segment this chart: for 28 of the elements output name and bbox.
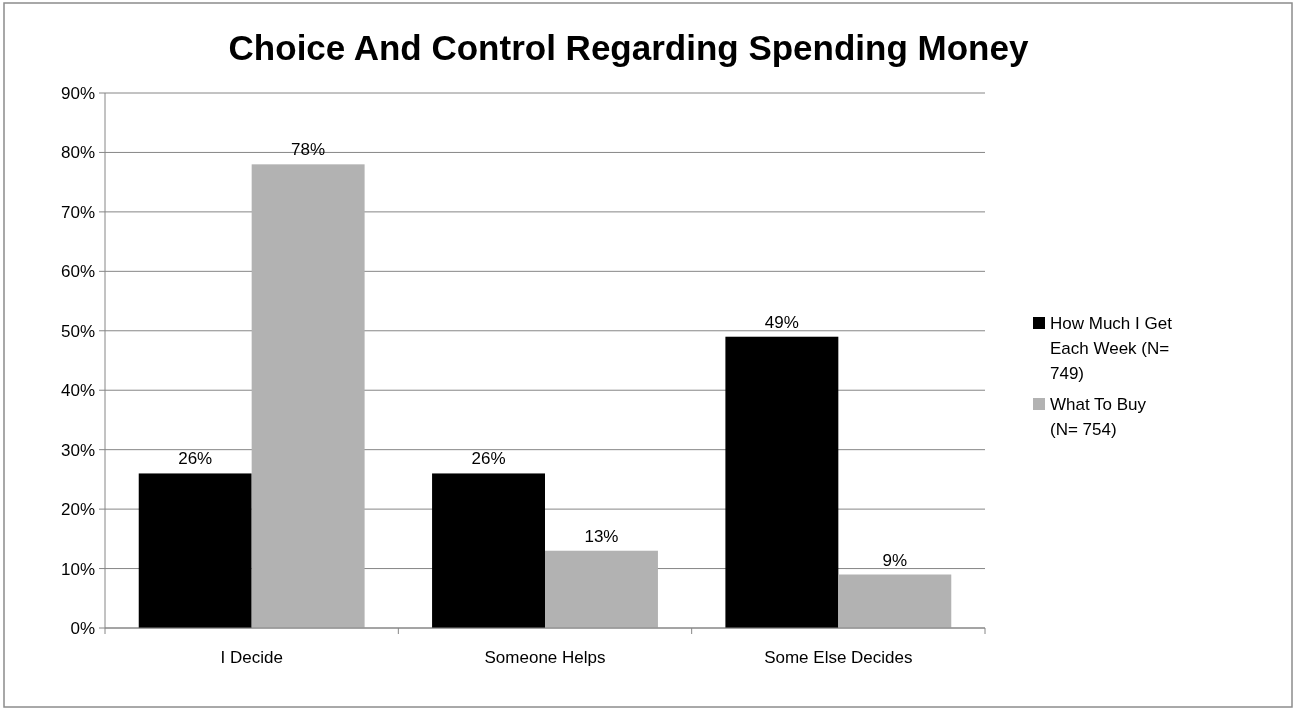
x-tick-label: Some Else Decides xyxy=(764,648,913,667)
data-label: 78% xyxy=(291,140,326,160)
y-tick-label: 80% xyxy=(60,143,95,163)
data-label: 49% xyxy=(764,312,799,332)
data-label: 13% xyxy=(584,526,619,546)
y-tick-label: 30% xyxy=(60,440,95,460)
y-tick-label: 10% xyxy=(60,559,95,579)
legend-label: How Much I Get Each Week (N= 749) xyxy=(1050,314,1173,383)
y-tick-label: 90% xyxy=(60,83,95,103)
y-tick-label: 60% xyxy=(60,262,95,282)
legend-label: What To Buy (N= 754) xyxy=(1050,395,1147,439)
data-label: 26% xyxy=(178,449,213,469)
data-label: 9% xyxy=(882,550,908,570)
y-tick-label: 20% xyxy=(60,500,95,520)
bar xyxy=(432,473,545,628)
bar xyxy=(545,550,658,628)
y-tick-label: 50% xyxy=(60,321,95,341)
bar xyxy=(138,473,252,628)
chart-title: Choice And Control Regarding Spending Money xyxy=(228,28,1029,67)
data-label: 26% xyxy=(471,449,506,469)
y-tick-label: 70% xyxy=(60,202,95,222)
y-tick-label: 0% xyxy=(70,618,95,638)
x-tick-label: I Decide xyxy=(220,648,283,667)
bar xyxy=(725,336,839,628)
bar xyxy=(838,574,952,628)
x-tick-label: Someone Helps xyxy=(484,648,606,667)
bar xyxy=(251,164,365,628)
y-tick-label: 40% xyxy=(60,381,95,401)
